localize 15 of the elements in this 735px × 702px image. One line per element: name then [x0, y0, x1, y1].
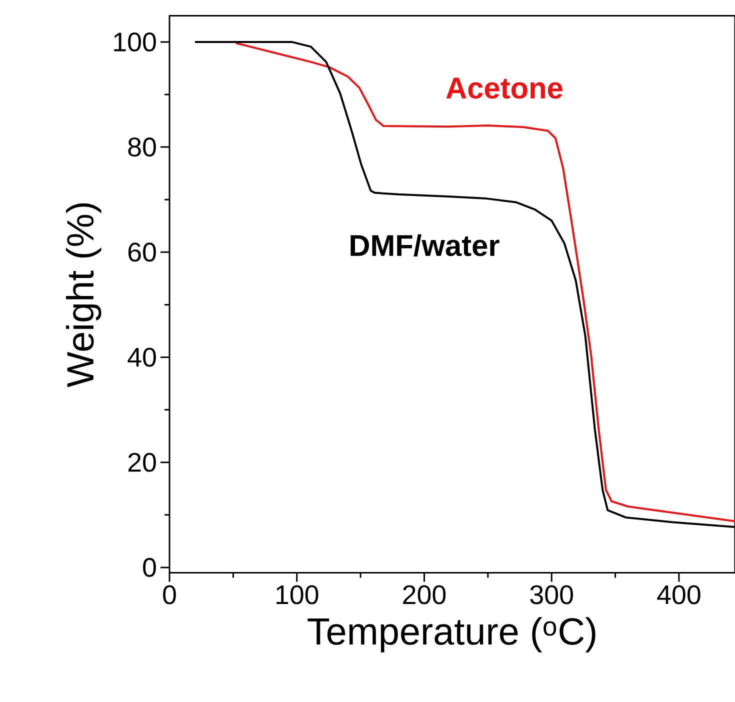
- x-tick-label: 400: [657, 585, 700, 604]
- x-axis-title: Temperature ($^{o}$C): [308, 617, 596, 652]
- x-tick-label: 100: [276, 585, 318, 604]
- y-tick-label: 60: [128, 242, 156, 262]
- x-tick-label: 200: [403, 585, 446, 604]
- series-label: Acetone: [446, 78, 562, 99]
- y-tick-label: 20: [128, 452, 156, 472]
- y-tick-label: 0: [143, 558, 156, 577]
- y-tick-label: 80: [128, 138, 156, 157]
- x-tick-label: 0: [163, 585, 176, 604]
- y-axis-title: Weight (%): [66, 203, 102, 388]
- series-label: DMF/water: [350, 234, 500, 256]
- y-tick-label: 100: [114, 32, 156, 52]
- x-tick-label: 300: [530, 585, 573, 604]
- y-tick-label: 40: [128, 348, 156, 367]
